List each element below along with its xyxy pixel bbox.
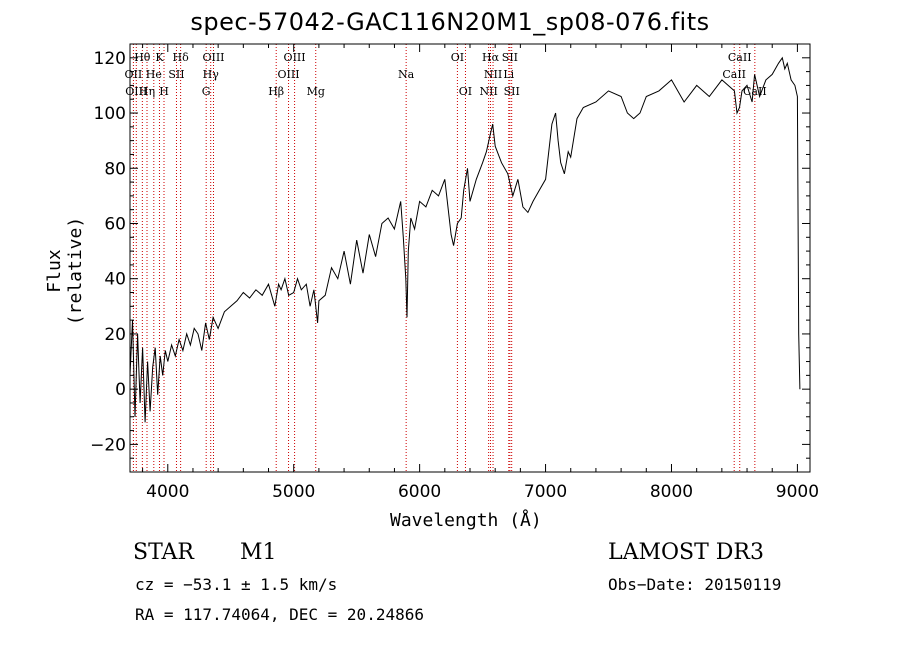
line-label: OII <box>125 68 143 81</box>
line-label: CaII <box>722 68 746 81</box>
y-tick-label: 60 <box>104 214 126 234</box>
survey-name: LAMOST DR3 <box>608 540 764 565</box>
line-label: Hθ <box>134 51 151 64</box>
line-label: SII <box>504 85 520 98</box>
y-tick-label: 100 <box>94 104 126 124</box>
y-tick-label: 80 <box>104 159 126 179</box>
line-label: Hγ <box>203 68 220 81</box>
x-tick-label: 7000 <box>524 482 567 502</box>
line-label: K <box>155 51 164 64</box>
line-label: OIII <box>125 85 147 98</box>
y-tick-label: 40 <box>104 270 126 290</box>
line-label: Hα <box>482 51 500 64</box>
y-tick-label: 120 <box>94 49 126 69</box>
x-tick-label: 8000 <box>650 482 693 502</box>
line-label: Mg <box>307 85 325 98</box>
line-label: Na <box>398 68 415 81</box>
line-label: Hη <box>139 85 155 98</box>
line-label: SII <box>168 68 184 81</box>
line-label: Li <box>503 68 514 81</box>
plot-frame <box>129 43 811 473</box>
line-label: CaII <box>728 51 752 64</box>
redshift-cz: cz = −53.1 ± 1.5 km/s <box>135 575 338 594</box>
object-class: STAR <box>133 540 194 565</box>
object-subclass: M1 <box>240 540 277 565</box>
line-label: OI <box>459 85 472 98</box>
line-label: OIII <box>278 68 300 81</box>
y-tick-label: 20 <box>104 325 126 345</box>
y-axis-label: Flux (relative) <box>44 216 86 326</box>
observation-date: Obs−Date: 20150119 <box>608 575 782 594</box>
line-label: SII <box>502 51 518 64</box>
spectrum-line <box>129 56 801 423</box>
y-tick-label: 0 <box>115 380 126 400</box>
line-label: He <box>146 68 162 81</box>
x-axis: 4000 5000 6000 7000 8000 9000 <box>142 44 819 502</box>
line-label: NII <box>484 68 502 81</box>
line-label: OIII <box>284 51 306 64</box>
coordinates: RA = 117.74064, DEC = 20.24866 <box>135 605 424 624</box>
line-label: G <box>202 85 211 98</box>
chart-title: spec-57042-GAC116N20M1_sp08-076.fits <box>190 8 710 36</box>
y-axis: −20 0 20 40 60 80 100 120 <box>90 49 810 459</box>
emission-line-markers <box>132 44 756 472</box>
x-tick-label: 9000 <box>776 482 819 502</box>
line-label: OI <box>451 51 464 64</box>
y-tick-label: −20 <box>90 435 126 455</box>
line-label: Hβ <box>268 85 284 98</box>
x-tick-label: 6000 <box>398 482 441 502</box>
x-axis-label: Wavelength (Å) <box>390 510 542 531</box>
line-label: Hδ <box>173 51 190 64</box>
x-tick-label: 5000 <box>272 482 315 502</box>
line-label: NII <box>479 85 497 98</box>
line-label: H <box>159 85 169 98</box>
x-tick-label: 4000 <box>146 482 189 502</box>
line-label: OIII <box>202 51 224 64</box>
